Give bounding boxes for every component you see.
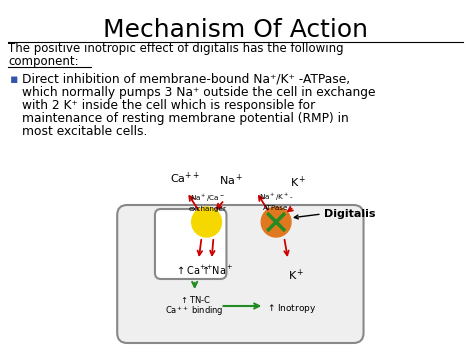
Text: Na$^+$: Na$^+$ xyxy=(219,173,244,188)
Text: $\uparrow$Inotropy: $\uparrow$Inotropy xyxy=(266,302,317,315)
Text: Ca$^{++}$ binding: Ca$^{++}$ binding xyxy=(165,304,224,318)
Text: Na$^+$/K$^+$-: Na$^+$/K$^+$- xyxy=(259,192,293,203)
Text: Ca$^{++}$: Ca$^{++}$ xyxy=(170,171,200,186)
Circle shape xyxy=(261,207,291,237)
Text: ▪: ▪ xyxy=(10,73,18,86)
Text: The positive inotropic effect of digitalis has the following: The positive inotropic effect of digital… xyxy=(8,42,344,55)
Text: $\uparrow$Na$^+$: $\uparrow$Na$^+$ xyxy=(200,264,233,277)
Text: Na$^+$/Ca$^-$: Na$^+$/Ca$^-$ xyxy=(190,193,225,204)
Text: component:: component: xyxy=(8,55,79,68)
Text: which normally pumps 3 Na⁺ outside the cell in exchange: which normally pumps 3 Na⁺ outside the c… xyxy=(22,86,375,99)
Text: ATPase: ATPase xyxy=(264,205,289,211)
Text: Digitalis: Digitalis xyxy=(324,209,375,219)
Text: Mechanism Of Action: Mechanism Of Action xyxy=(103,18,368,42)
FancyBboxPatch shape xyxy=(155,209,227,279)
Text: K$^+$: K$^+$ xyxy=(290,175,306,190)
Circle shape xyxy=(191,207,221,237)
Text: maintenance of resting membrane potential (RMP) in: maintenance of resting membrane potentia… xyxy=(22,112,348,125)
Text: exchanger: exchanger xyxy=(189,206,227,212)
Text: K$^+$: K$^+$ xyxy=(288,268,304,283)
FancyBboxPatch shape xyxy=(117,205,364,343)
Text: $\uparrow$Ca$^{++}$: $\uparrow$Ca$^{++}$ xyxy=(175,264,214,277)
Text: with 2 K⁺ inside the cell which is responsible for: with 2 K⁺ inside the cell which is respo… xyxy=(22,99,315,112)
Text: Direct inhibition of membrane-bound Na⁺/K⁺ -ATPase,: Direct inhibition of membrane-bound Na⁺/… xyxy=(22,73,350,86)
Text: $\uparrow$TN-C: $\uparrow$TN-C xyxy=(179,294,211,305)
Text: most excitable cells.: most excitable cells. xyxy=(22,125,147,138)
